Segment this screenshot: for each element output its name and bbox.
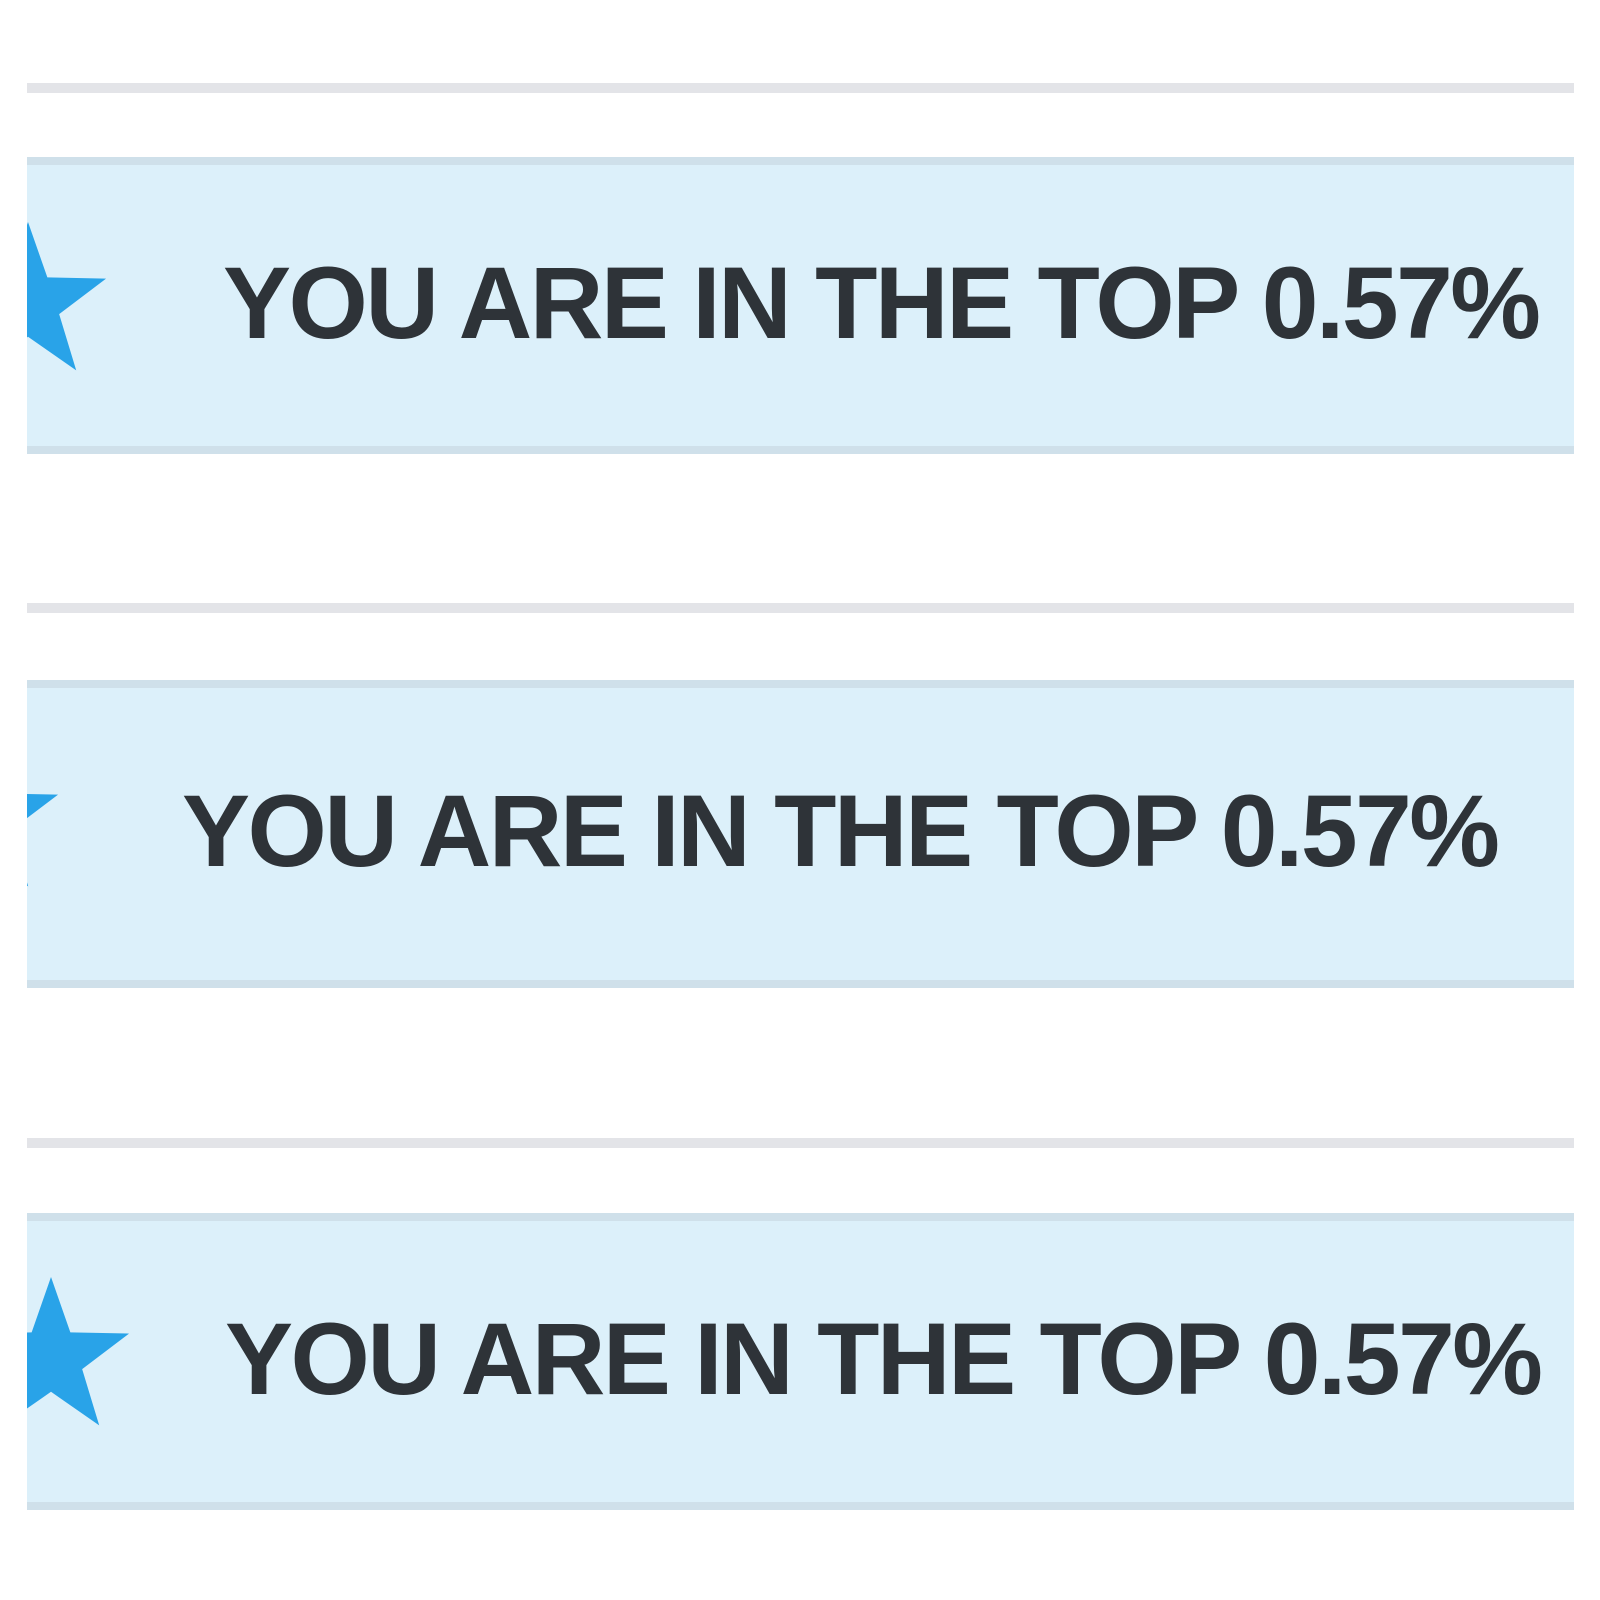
row-divider <box>27 603 1574 613</box>
banner-label: YOU ARE IN THE TOP 0.57% <box>223 245 1541 360</box>
star-icon <box>27 793 59 887</box>
star-icon <box>27 1277 130 1426</box>
achievement-banner: YOU ARE IN THE TOP 0.57% <box>27 1213 1574 1510</box>
row-divider <box>27 1138 1574 1148</box>
star-icon <box>27 222 107 371</box>
row-divider <box>27 83 1574 93</box>
achievement-banner: YOU ARE IN THE TOP 0.57% <box>27 157 1574 454</box>
achievement-banner: YOU ARE IN THE TOP 0.57% <box>27 680 1574 988</box>
banner-label: YOU ARE IN THE TOP 0.57% <box>225 1301 1543 1416</box>
banner-label: YOU ARE IN THE TOP 0.57% <box>182 774 1500 888</box>
